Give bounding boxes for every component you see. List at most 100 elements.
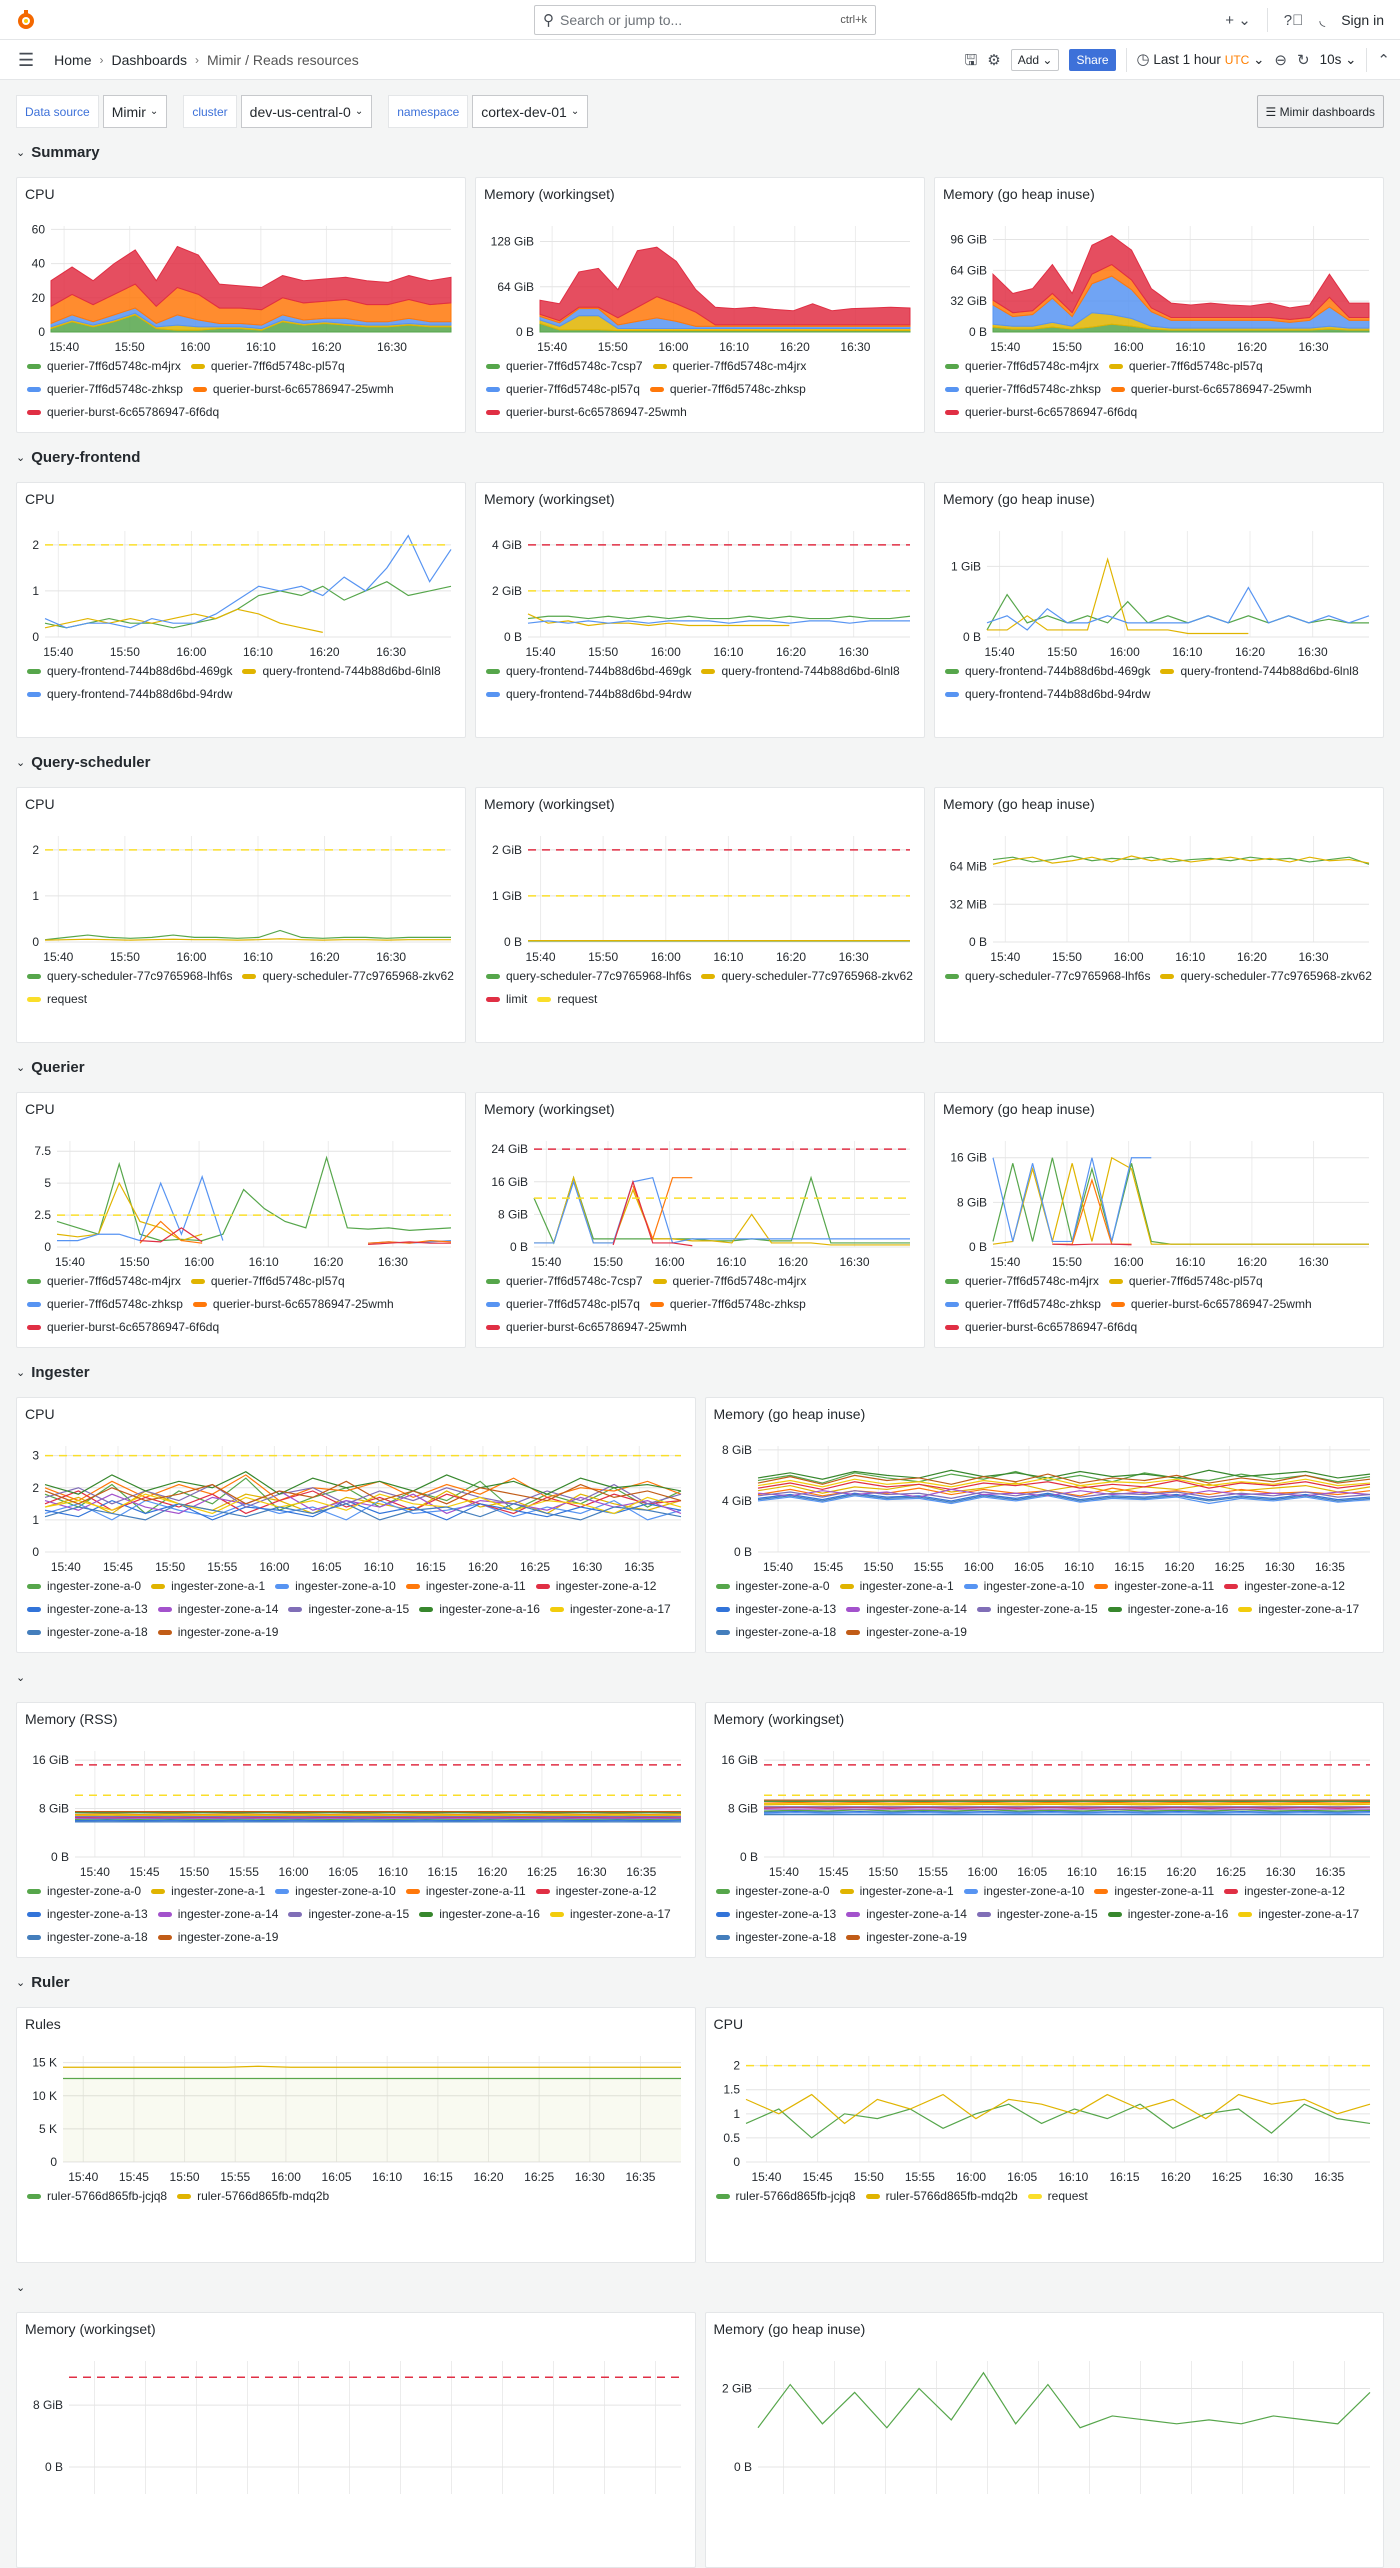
panel-title[interactable]: Rules (25, 2016, 61, 2032)
legend-item[interactable]: querier-7ff6d5748c-zhksp (649, 1296, 806, 1312)
cluster-select[interactable]: dev-us-central-0 ⌄ (240, 95, 373, 128)
legend-item[interactable]: query-frontend-744b88d6bd-6lnl8 (701, 663, 900, 679)
mimir-dashboards-button[interactable]: ☰ Mimir dashboards (1256, 95, 1384, 128)
panel-title[interactable]: CPU (25, 491, 55, 507)
legend-item[interactable]: ingester-zone-a-12 (535, 1883, 656, 1899)
panel-title[interactable]: CPU (25, 796, 55, 812)
refresh-icon[interactable]: ↻ (1297, 51, 1310, 69)
legend-item[interactable]: ingester-zone-a-14 (846, 1906, 967, 1922)
legend-item[interactable]: querier-7ff6d5748c-zhksp (27, 1296, 183, 1312)
save-icon[interactable]: 🖫 (964, 51, 978, 69)
row-header[interactable]: ⌄ Ingester (16, 1360, 1384, 1384)
legend-item[interactable]: querier-7ff6d5748c-zhksp (649, 381, 806, 397)
chevron-up-icon[interactable]: ⌃ (1377, 51, 1390, 69)
legend-item[interactable]: ingester-zone-a-13 (715, 1601, 836, 1617)
namespace-select[interactable]: cortex-dev-01 ⌄ (472, 95, 589, 128)
add-button[interactable]: Add ⌄ (1010, 49, 1060, 71)
legend-item[interactable]: querier-7ff6d5748c-pl57q (486, 381, 640, 397)
legend-item[interactable]: ingester-zone-a-11 (1094, 1883, 1214, 1899)
panel-title[interactable]: Memory (RSS) (25, 1711, 118, 1727)
legend-item[interactable]: query-frontend-744b88d6bd-469gk (27, 663, 232, 679)
row-header[interactable]: ⌄ (16, 2275, 1384, 2299)
legend-item[interactable]: querier-7ff6d5748c-7csp7 (486, 1273, 643, 1289)
legend-item[interactable]: querier-7ff6d5748c-pl57q (190, 1273, 345, 1289)
legend-item[interactable]: querier-burst-6c65786947-6f6dq (27, 1319, 219, 1335)
menu-icon[interactable]: ☰ (18, 49, 35, 70)
legend-item[interactable]: query-scheduler-77c9765968-zkv62 (1160, 968, 1372, 984)
legend-item[interactable]: ingester-zone-a-13 (27, 1906, 148, 1922)
legend-item[interactable]: querier-burst-6c65786947-6f6dq (945, 404, 1137, 420)
legend-item[interactable]: ingester-zone-a-0 (27, 1883, 141, 1899)
grafana-logo-icon[interactable] (16, 9, 36, 31)
row-header[interactable]: ⌄ Query-scheduler (16, 750, 1384, 774)
legend-item[interactable]: ingester-zone-a-13 (715, 1906, 836, 1922)
panel-title[interactable]: Memory (go heap inuse) (943, 1101, 1095, 1117)
legend-item[interactable]: query-frontend-744b88d6bd-94rdw (945, 686, 1150, 702)
legend-item[interactable]: query-scheduler-77c9765968-zkv62 (242, 968, 454, 984)
legend-item[interactable]: querier-7ff6d5748c-zhksp (945, 1296, 1101, 1312)
datasource-select[interactable]: Mimir ⌄ (102, 95, 168, 128)
legend-item[interactable]: querier-burst-6c65786947-25wmh (486, 404, 687, 420)
legend-item[interactable]: querier-7ff6d5748c-pl57q (1108, 358, 1263, 374)
legend-item[interactable]: ruler-5766d865fb-jcjq8 (27, 2188, 167, 2204)
time-range-picker[interactable]: ◷ Last 1 hour UTC ⌄ (1136, 51, 1265, 68)
legend-item[interactable]: ingester-zone-a-19 (157, 1624, 278, 1640)
legend-item[interactable]: query-frontend-744b88d6bd-94rdw (486, 686, 691, 702)
search-input[interactable]: ⚲ Search or jump to... ctrl+k (534, 5, 876, 35)
legend-item[interactable]: ingester-zone-a-19 (846, 1624, 967, 1640)
question-circle-icon[interactable]: ?⃝ (1283, 11, 1304, 29)
panel-title[interactable]: Memory (go heap inuse) (713, 1406, 866, 1422)
gear-icon[interactable]: ⚙ (987, 51, 1001, 69)
legend-item[interactable]: ingester-zone-a-1 (151, 1578, 265, 1594)
legend-item[interactable]: querier-burst-6c65786947-25wmh (192, 1296, 394, 1312)
legend-item[interactable]: ingester-zone-a-1 (151, 1883, 265, 1899)
row-header[interactable]: ⌄ (16, 1665, 1384, 1689)
legend-item[interactable]: querier-7ff6d5748c-pl57q (1108, 1273, 1263, 1289)
legend-item[interactable]: ingester-zone-a-10 (275, 1883, 396, 1899)
legend-item[interactable]: querier-7ff6d5748c-m4jrx (652, 1273, 806, 1289)
legend-item[interactable]: ingester-zone-a-14 (157, 1906, 278, 1922)
legend-item[interactable]: ruler-5766d865fb-mdq2b (177, 2188, 329, 2204)
legend-item[interactable]: ingester-zone-a-14 (157, 1601, 278, 1617)
legend-item[interactable]: querier-7ff6d5748c-m4jrx (27, 1273, 181, 1289)
legend-item[interactable]: query-frontend-744b88d6bd-94rdw (27, 686, 232, 702)
legend-item[interactable]: ingester-zone-a-12 (1224, 1883, 1345, 1899)
panel-title[interactable]: CPU (25, 1406, 55, 1422)
legend-item[interactable]: query-frontend-744b88d6bd-469gk (486, 663, 691, 679)
panel-title[interactable]: Memory (workingset) (484, 796, 615, 812)
legend-item[interactable]: querier-burst-6c65786947-6f6dq (945, 1319, 1137, 1335)
legend-item[interactable]: querier-burst-6c65786947-25wmh (192, 381, 394, 397)
breadcrumb-dashboards[interactable]: Dashboards (111, 51, 188, 68)
row-header[interactable]: ⌄ Ruler (16, 1970, 1384, 1994)
legend-item[interactable]: ingester-zone-a-0 (27, 1578, 141, 1594)
legend-item[interactable]: query-frontend-744b88d6bd-469gk (945, 663, 1150, 679)
legend-item[interactable]: ingester-zone-a-11 (1094, 1578, 1214, 1594)
panel-title[interactable]: Memory (workingset) (484, 491, 615, 507)
legend-item[interactable]: ingester-zone-a-15 (288, 1906, 409, 1922)
legend-item[interactable]: querier-burst-6c65786947-25wmh (486, 1319, 687, 1335)
legend-item[interactable]: query-scheduler-77c9765968-lhf6s (945, 968, 1150, 984)
panel-title[interactable]: Memory (workingset) (713, 1711, 845, 1727)
legend-item[interactable]: querier-7ff6d5748c-pl57q (190, 358, 345, 374)
rss-icon[interactable]: ◟ (1319, 11, 1326, 29)
panel-title[interactable]: CPU (25, 1101, 55, 1117)
legend-item[interactable]: ingester-zone-a-12 (535, 1578, 656, 1594)
legend-item[interactable]: query-frontend-744b88d6bd-6lnl8 (1160, 663, 1359, 679)
panel-title[interactable]: Memory (go heap inuse) (713, 2321, 866, 2337)
share-button[interactable]: Share (1069, 49, 1116, 71)
legend-item[interactable]: ingester-zone-a-12 (1224, 1578, 1345, 1594)
panel-title[interactable]: CPU (25, 186, 55, 202)
refresh-interval-picker[interactable]: 10s ⌄ (1319, 52, 1357, 67)
legend-item[interactable]: ingester-zone-a-10 (275, 1578, 396, 1594)
legend-item[interactable]: querier-7ff6d5748c-m4jrx (945, 358, 1099, 374)
legend-item[interactable]: ingester-zone-a-17 (1238, 1906, 1359, 1922)
row-header[interactable]: ⌄ Querier (16, 1055, 1384, 1079)
plus-icon[interactable]: + ⌄ (1225, 11, 1251, 29)
legend-item[interactable]: ingester-zone-a-1 (839, 1883, 954, 1899)
legend-item[interactable]: querier-7ff6d5748c-zhksp (27, 381, 183, 397)
panel-title[interactable]: Memory (go heap inuse) (943, 796, 1095, 812)
legend-item[interactable]: query-scheduler-77c9765968-lhf6s (486, 968, 691, 984)
zoom-out-icon[interactable]: ⊖ (1274, 51, 1287, 69)
breadcrumb-home[interactable]: Home (54, 51, 92, 68)
legend-item[interactable]: ingester-zone-a-17 (1238, 1601, 1359, 1617)
